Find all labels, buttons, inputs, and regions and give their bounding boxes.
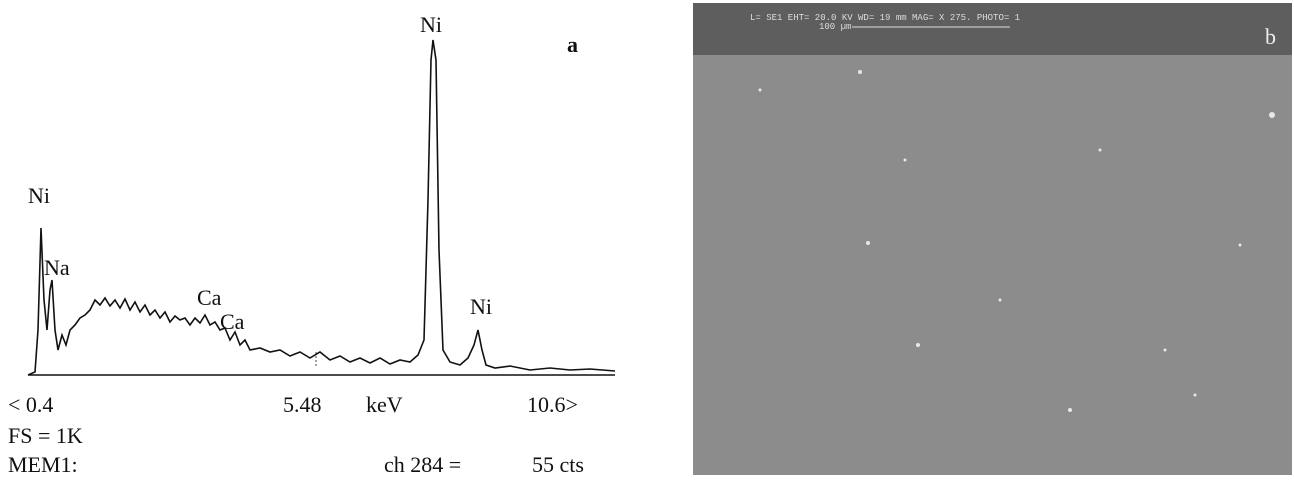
- panel-b: L= SE1 EHT= 20.0 KV WD= 19 mm MAG= X 275…: [693, 3, 1292, 475]
- scale-bar-label: 100 µm: [819, 22, 851, 32]
- footer-text: ch 284 =: [384, 452, 461, 477]
- footer-text: FS = 1K: [8, 423, 83, 448]
- speckles: [758, 70, 1275, 412]
- footer-text: 55 cts: [532, 452, 584, 477]
- axis-label: < 0.4: [8, 392, 53, 417]
- axis-label: 5.48: [283, 392, 322, 417]
- sem-header-bar: [693, 3, 1292, 55]
- panel-label: a: [567, 32, 578, 57]
- sem-image: [693, 3, 1292, 475]
- axis-label: 10.6>: [527, 392, 578, 417]
- peak-label: Ca: [197, 285, 222, 310]
- sem-header: L= SE1 EHT= 20.0 KV WD= 19 mm MAG= X 275…: [750, 13, 1020, 23]
- panel-a: Ni Na Ca Ca Ni Ni a < 0.4 5.48 keV 10.6>…: [8, 12, 616, 477]
- peak-label: Na: [44, 255, 70, 280]
- peak-label: Ni: [470, 294, 492, 319]
- spectrum: [27, 39, 616, 376]
- peak-label: Ni: [420, 12, 442, 37]
- axis-unit: keV: [366, 392, 403, 417]
- peak-label: Ca: [220, 309, 245, 334]
- footer-text: MEM1:: [8, 452, 78, 477]
- peak-label: Ni: [28, 183, 50, 208]
- panel-label: b: [1265, 24, 1276, 49]
